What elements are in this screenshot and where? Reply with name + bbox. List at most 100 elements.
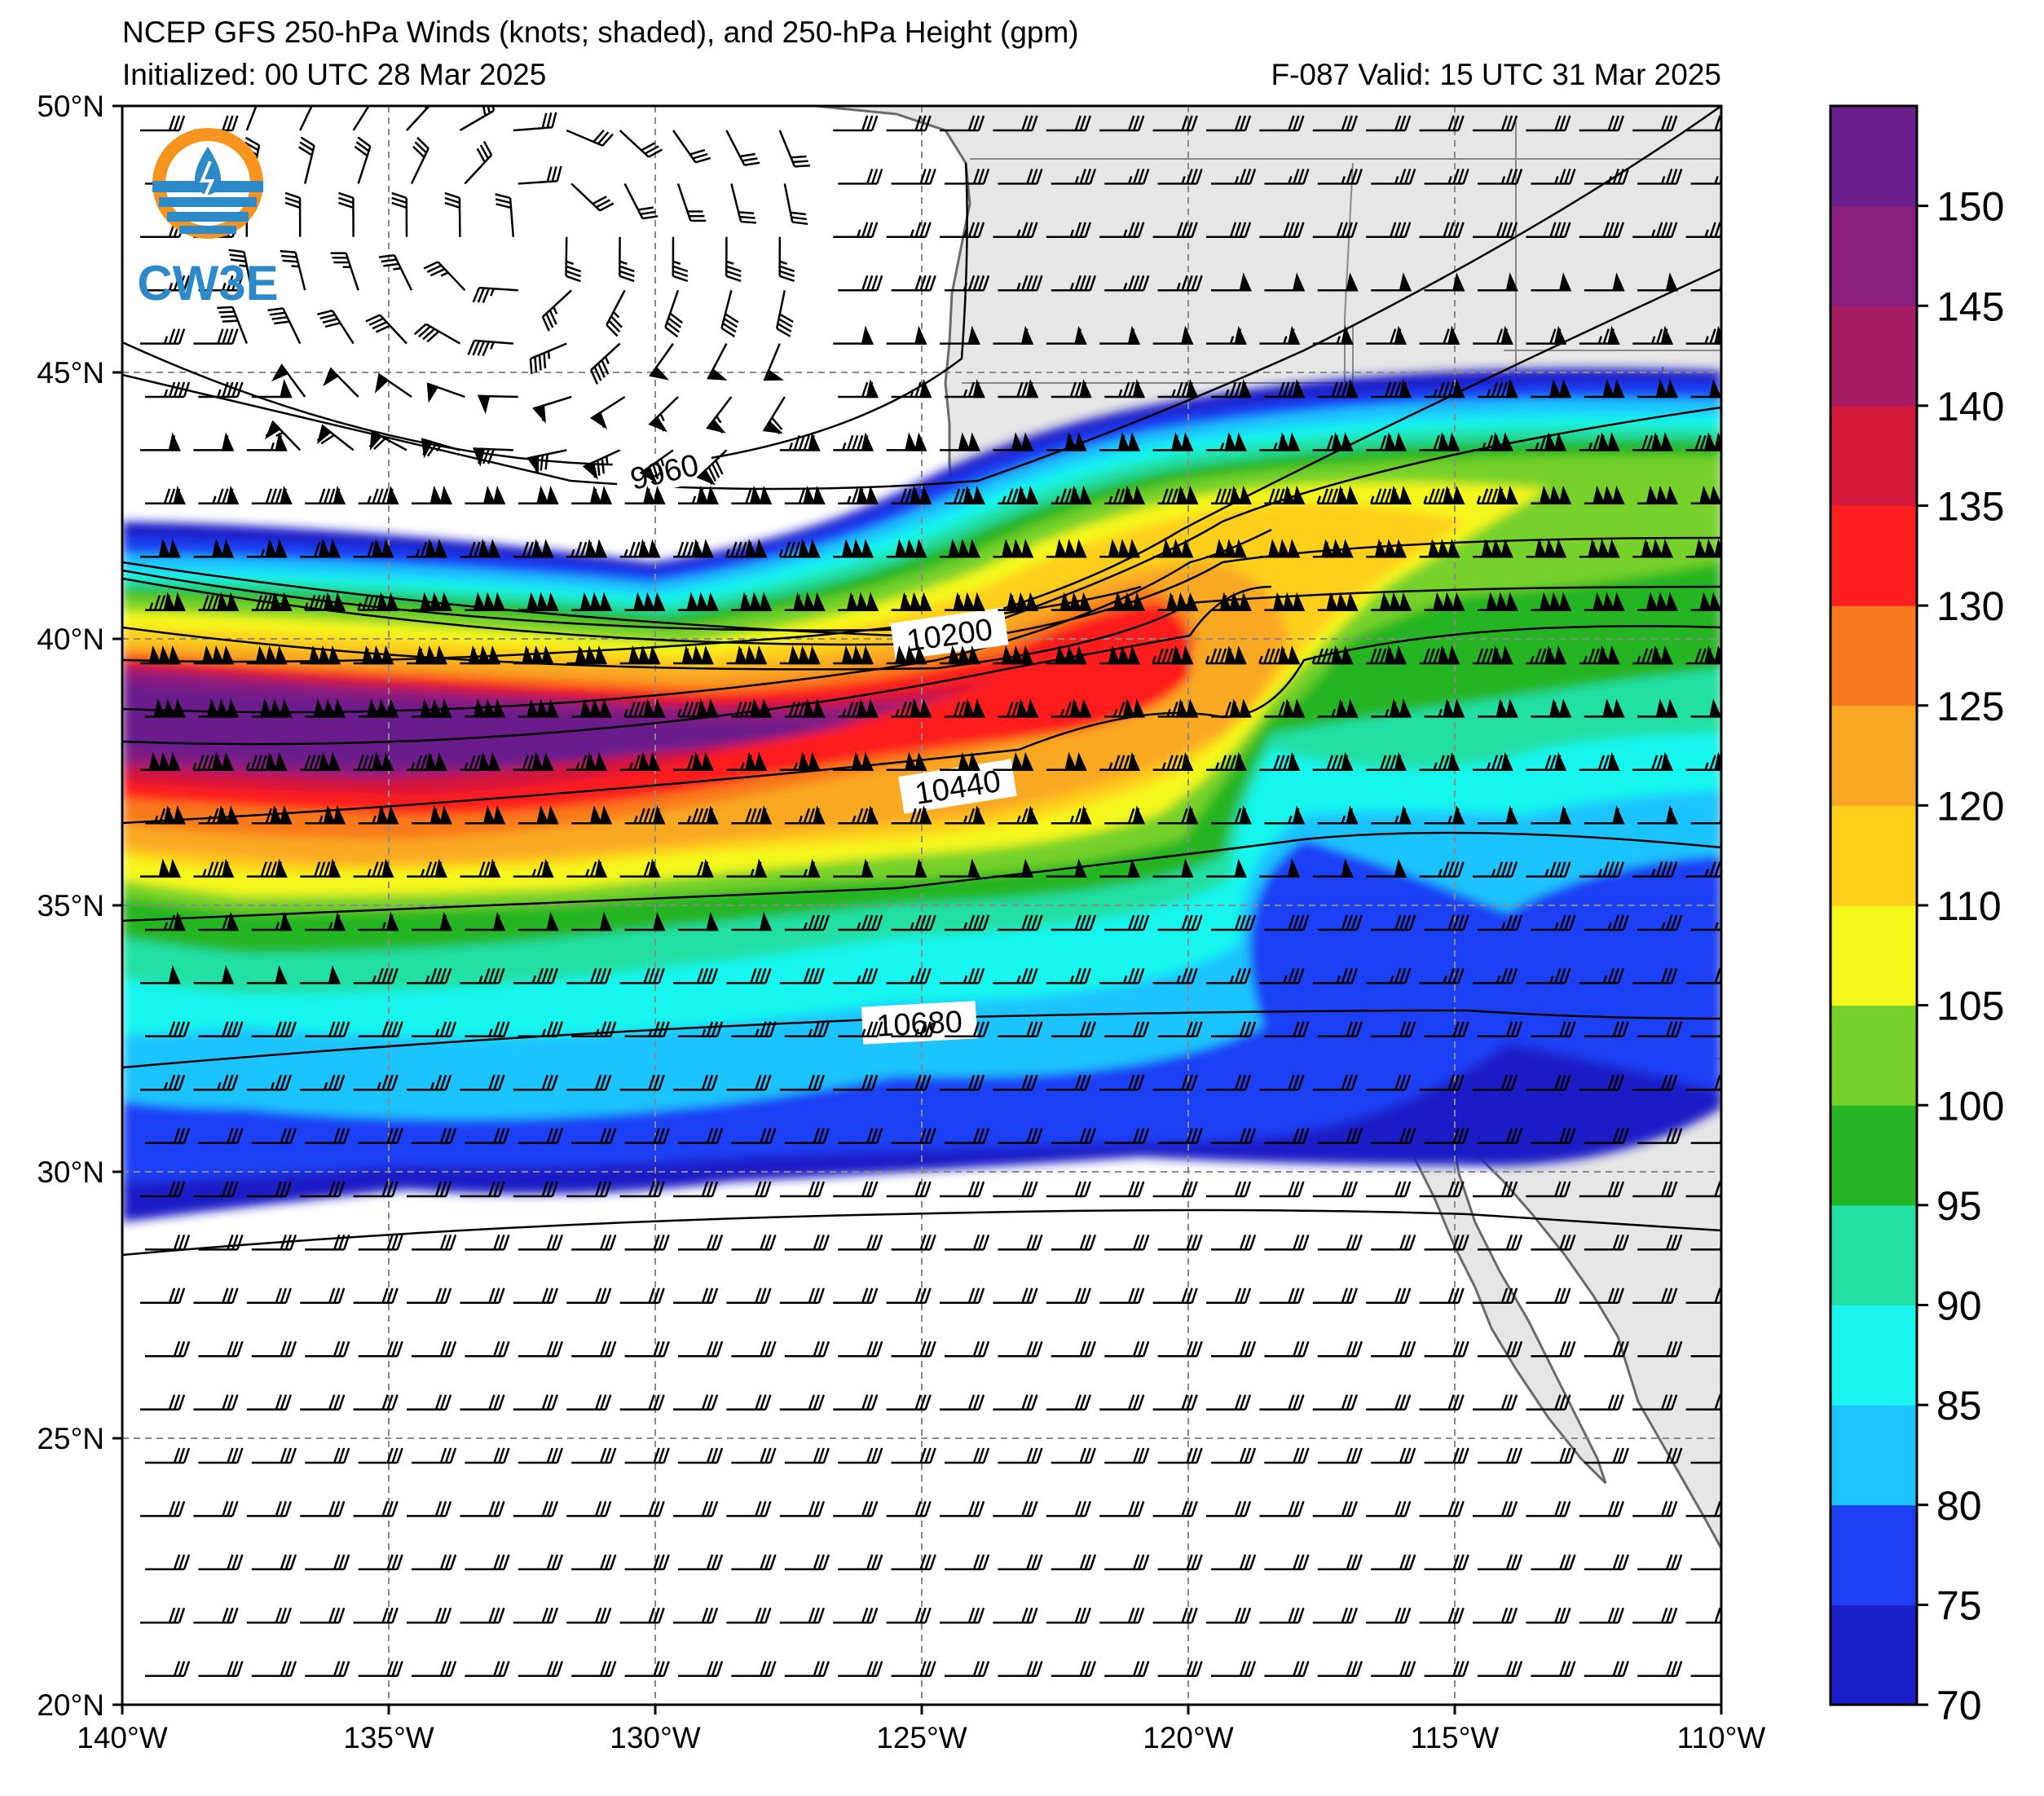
wind-barb (305, 1447, 350, 1464)
wind-barb (993, 1074, 1038, 1091)
lat-label-40n: 40°N (37, 623, 104, 656)
wind-barb (407, 1394, 452, 1411)
wind-barb (300, 1607, 346, 1624)
wind-barb (140, 965, 181, 984)
wind-barb (513, 112, 557, 132)
wind-barb (886, 115, 932, 132)
wind-barb (513, 645, 554, 665)
wind-barb (1157, 1447, 1203, 1464)
wind-barb (1211, 272, 1252, 292)
wind-barb (1046, 1394, 1091, 1411)
wind-barb (1478, 1661, 1523, 1677)
wind-barb (354, 136, 372, 184)
wind-barb (358, 1021, 403, 1038)
wind-barb (513, 1288, 558, 1305)
wind-barb (1637, 1554, 1683, 1571)
wind-barb (1264, 914, 1310, 931)
wind-barb (838, 1661, 883, 1677)
lon-label-115w: 115°W (1411, 1721, 1500, 1754)
colorbar-bin (1830, 205, 1917, 306)
wind-barb (998, 1661, 1043, 1677)
wind-barb (1473, 1501, 1518, 1517)
wind-barb (838, 1554, 883, 1571)
wind-barb (1526, 432, 1567, 451)
wind-barb (145, 805, 186, 825)
wind-barb (1099, 432, 1141, 451)
wind-barb (1424, 914, 1469, 931)
wind-barb (1419, 115, 1465, 132)
wind-barb (1152, 968, 1198, 984)
wind-barb (1531, 698, 1572, 718)
wind-barb (1312, 432, 1354, 451)
wind-barb (513, 751, 554, 772)
wind-barb (1366, 751, 1407, 772)
wind-barb (623, 698, 666, 718)
wind-barb (1099, 115, 1145, 132)
wind-barb (1206, 222, 1252, 239)
wind-barb (1584, 1128, 1629, 1144)
cw3e-logo: CW3E (137, 128, 279, 310)
wind-barb (619, 1074, 665, 1091)
wind-barb (518, 165, 562, 185)
wind-barb (1531, 1235, 1576, 1251)
wind-barb (571, 1021, 617, 1038)
wind-barb (1366, 858, 1407, 878)
wind-barb (1579, 1501, 1624, 1517)
wind-barb (1157, 1021, 1203, 1038)
wind-barb (460, 1607, 505, 1624)
wind-barb (619, 751, 661, 772)
wind-barb (140, 539, 181, 558)
wind-barb (518, 1554, 563, 1571)
wind-barb (246, 432, 288, 451)
colorbar-bin (1830, 905, 1917, 1006)
wind-barb (1046, 1607, 1091, 1624)
wind-barb (1371, 379, 1412, 398)
wind-barb (1473, 1181, 1518, 1198)
wind-barb (778, 236, 795, 283)
lat-label-35n: 35°N (37, 889, 104, 922)
wind-barb (1584, 1661, 1629, 1677)
wind-barb (1526, 115, 1571, 132)
wind-barb (145, 592, 186, 611)
wind-barb (1157, 1661, 1203, 1677)
wind-barb (731, 1128, 777, 1144)
wind-barb (465, 1340, 510, 1358)
lon-label-120w: 120°W (1143, 1721, 1234, 1754)
wind-barb (998, 1447, 1043, 1464)
wind-barb (725, 539, 768, 558)
wind-barb (993, 858, 1034, 878)
wind-barb (1579, 1288, 1624, 1305)
colorbar-bin (1830, 1405, 1917, 1506)
wind-barb (300, 1288, 346, 1305)
wind-barb (838, 169, 883, 185)
wind-barb (833, 645, 874, 665)
wind-barb (1478, 272, 1518, 292)
wind-barb (300, 751, 341, 772)
wind-barb (775, 289, 794, 337)
wind-barb (1206, 539, 1247, 558)
wind-barb (198, 381, 244, 398)
wind-barb (1419, 432, 1460, 451)
wind-barb (998, 485, 1039, 505)
wind-barb (945, 1021, 990, 1038)
wind-barb (886, 222, 932, 239)
wind-barb (1099, 325, 1141, 345)
wind-barb (140, 1501, 186, 1517)
wind-barb (940, 751, 980, 772)
wind-barb (1317, 698, 1359, 718)
wind-barb (464, 140, 493, 185)
wind-barb (1632, 968, 1678, 984)
wind-barb (1046, 968, 1091, 984)
wind-barb (1366, 1074, 1412, 1091)
wind-barb (1051, 805, 1092, 825)
wind-barb (731, 1447, 777, 1464)
wind-barb (465, 1128, 510, 1144)
wind-barb (589, 395, 626, 429)
wind-barb (886, 751, 927, 772)
wind-barb (1211, 1235, 1257, 1251)
wind-barb (891, 1235, 936, 1251)
wind-barb (731, 1554, 777, 1571)
wind-barb (140, 432, 181, 451)
wind-barb (833, 1607, 879, 1624)
wind-barb (472, 286, 518, 303)
